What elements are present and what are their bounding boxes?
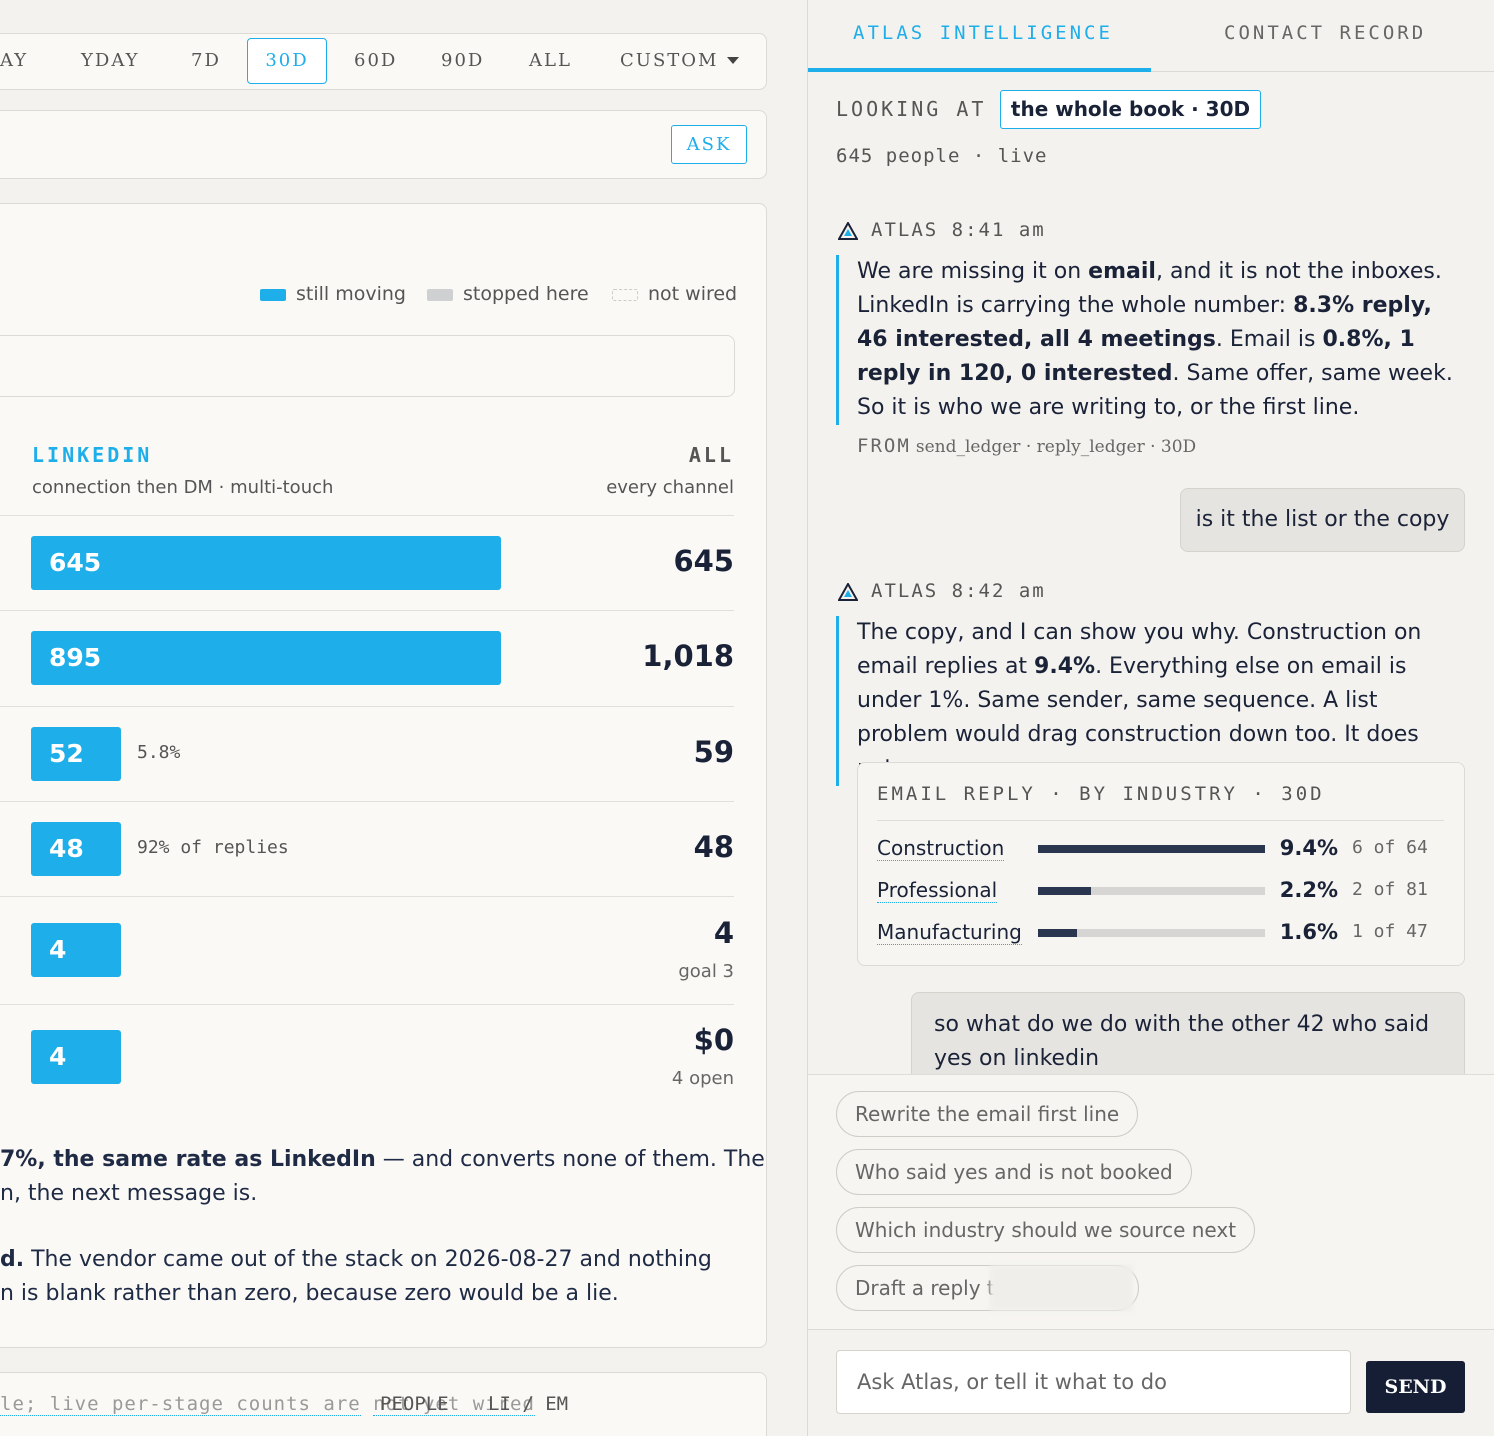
caret	[727, 57, 739, 64]
context-meta: 645 people · live	[836, 145, 1048, 167]
bar-fill	[1038, 929, 1077, 937]
user-bubble: is it the list or the copy	[1180, 488, 1465, 552]
summary-line: n is blank rather than zero, because zer…	[0, 1281, 619, 1306]
funnel-subtitle: every channel	[606, 477, 734, 498]
stage-bar: 52	[31, 727, 121, 781]
blur-overlay	[990, 1265, 1133, 1311]
atlas-icon	[838, 222, 858, 240]
divider	[0, 1004, 734, 1005]
funnel-title: LINKEDIN	[32, 443, 153, 467]
stage-bar: 645	[31, 536, 501, 590]
note-card	[0, 1372, 767, 1436]
legend-label: stopped here	[463, 283, 589, 305]
industry-name: Professional	[877, 878, 998, 903]
stage-total: 59	[693, 735, 734, 769]
range-tab[interactable]: AY	[0, 50, 29, 71]
industry-rate: 1.6%	[1279, 920, 1338, 944]
atlas-icon	[838, 583, 858, 601]
summary-line: 7%, the same rate as LinkedIn — and conv…	[0, 1147, 765, 1172]
legend-swatch	[427, 289, 453, 301]
footer-overlay: LI / EM	[488, 1393, 569, 1415]
tab-rule	[808, 71, 1494, 72]
stage-bar: 4	[31, 923, 121, 977]
industry-count: 6 of 64	[1352, 837, 1428, 858]
divider	[0, 706, 734, 707]
bar-track	[1038, 929, 1265, 937]
industry-name: Construction	[877, 836, 1005, 861]
context-scope: the whole book · 30D	[1000, 90, 1261, 129]
range-tab[interactable]: 60D	[354, 50, 398, 71]
divider	[877, 820, 1444, 821]
range-tab[interactable]: 7D	[191, 50, 221, 71]
stage-note: 5.8%	[137, 742, 181, 763]
industry-count: 1 of 47	[1352, 921, 1428, 942]
summary-line: n, the next message is.	[0, 1181, 258, 1206]
message-body: The copy, and I can show you why. Constr…	[836, 616, 1466, 786]
divider	[0, 896, 734, 897]
panel-tab[interactable]: ATLAS INTELLIGENCE	[853, 22, 1113, 44]
legend-swatch	[612, 289, 638, 301]
message-body: We are missing it on email, and it is no…	[836, 255, 1466, 425]
legend-swatch	[260, 289, 286, 301]
stage-sub: 4 open	[671, 1068, 734, 1089]
stage-bar: 48	[31, 822, 121, 876]
range-tab[interactable]: YDAY	[81, 50, 140, 71]
message-header: ATLAS 8:42 am	[871, 580, 1046, 602]
stage-bar: 895	[31, 631, 501, 685]
ask-bar	[0, 110, 767, 179]
summary-line: d. The vendor came out of the stack on 2…	[0, 1247, 712, 1272]
legend-label: still moving	[296, 283, 406, 305]
send-button[interactable]: SEND	[1366, 1361, 1465, 1413]
suggestion[interactable]: Who said yes and is not booked	[836, 1149, 1192, 1195]
legend-label: not wired	[648, 283, 738, 305]
range-tab[interactable]: ALL	[529, 50, 572, 71]
industry-count: 2 of 81	[1352, 879, 1428, 900]
footer-overlay: PEOPLE	[380, 1393, 449, 1415]
divider	[0, 610, 734, 611]
stage-total: 1,018	[642, 639, 734, 673]
ask-button[interactable]: ASK	[671, 125, 747, 164]
stage-total: 4	[713, 916, 734, 950]
context-label: LOOKING AT	[836, 97, 987, 121]
bar-fill	[1038, 845, 1265, 853]
suggestion[interactable]: Rewrite the email first line	[836, 1091, 1139, 1137]
message-source: FROM send_ledger · reply_ledger · 30D	[857, 435, 1197, 457]
industry-rate: 9.4%	[1279, 836, 1338, 860]
search-box	[0, 335, 735, 397]
stage-bar: 4	[31, 1030, 121, 1084]
divider	[0, 515, 734, 516]
stage-note: 92% of replies	[137, 837, 289, 858]
range-tab[interactable]: CUSTOM	[620, 50, 719, 71]
funnel-title: ALL	[688, 443, 734, 467]
message-header: ATLAS 8:41 am	[871, 219, 1046, 241]
divider	[0, 801, 734, 802]
range-tab[interactable]: 90D	[441, 50, 485, 71]
stage-total: 48	[693, 830, 734, 864]
funnel-subtitle: connection then DM · multi-touch	[32, 477, 334, 498]
industry-name: Manufacturing	[877, 920, 1022, 945]
industry-rate: 2.2%	[1279, 878, 1338, 902]
range-tab[interactable]: 30D	[247, 38, 327, 84]
bar-track	[1038, 887, 1265, 895]
card-title: EMAIL REPLY · BY INDUSTRY · 30D	[877, 783, 1325, 805]
panel-tab[interactable]: CONTACT RECORD	[1224, 22, 1427, 44]
stage-total: $0	[693, 1023, 734, 1057]
stage-sub: goal 3	[678, 961, 734, 982]
range-bar	[0, 33, 767, 90]
tab-indicator	[808, 68, 1151, 72]
footer-note: le; live per-stage counts are not yet wi…	[0, 1393, 535, 1416]
suggestion[interactable]: Which industry should we source next	[836, 1207, 1256, 1253]
stage-total: 645	[673, 544, 734, 578]
composer-input[interactable]: Ask Atlas, or tell it what to do	[836, 1350, 1351, 1414]
bar-fill	[1038, 887, 1092, 895]
